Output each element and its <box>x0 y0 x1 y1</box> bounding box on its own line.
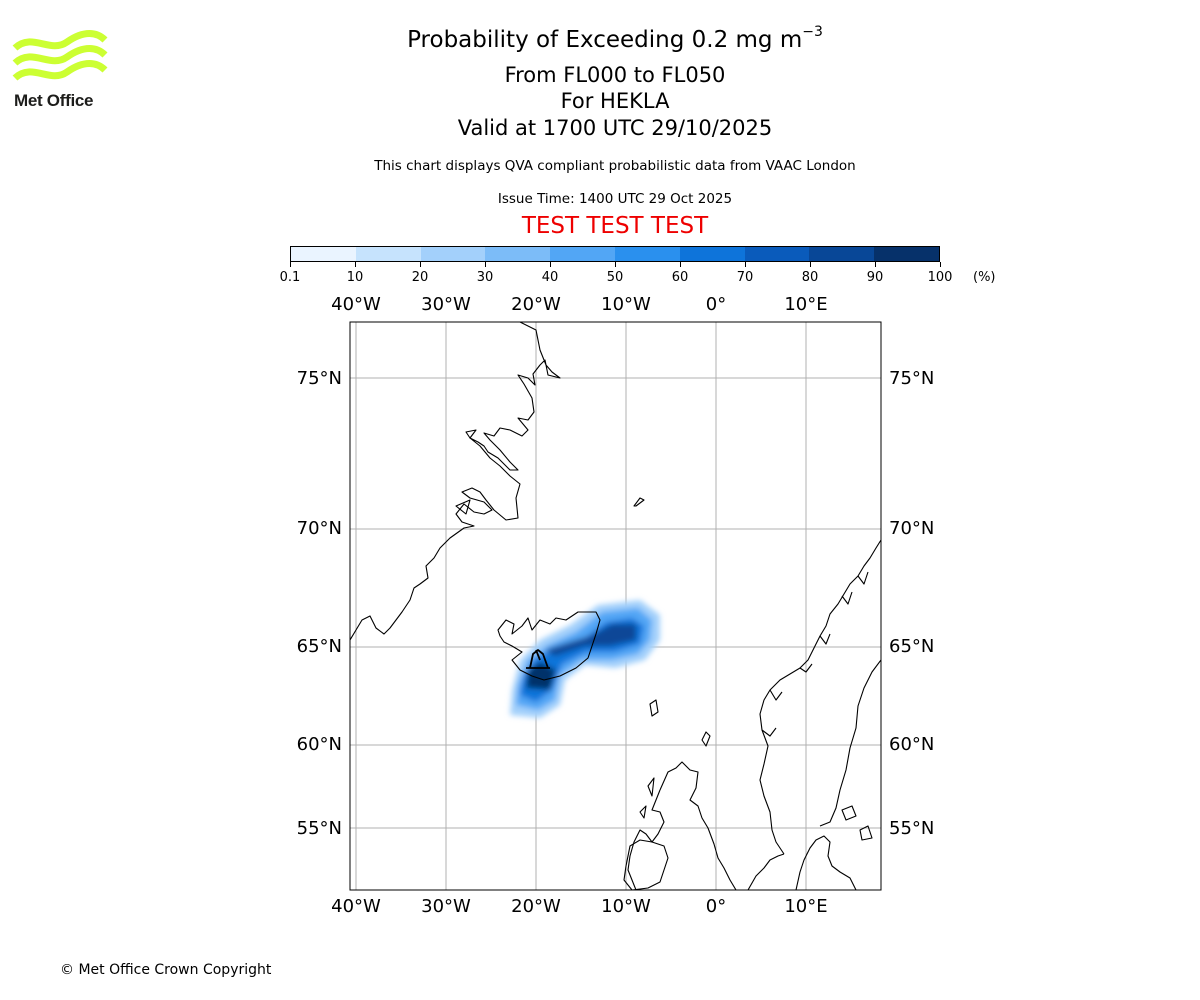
lon-label-top: 20°W <box>511 294 561 315</box>
colorbar-tick-label: 70 <box>736 270 754 285</box>
colorbar-segment <box>485 247 551 261</box>
lat-label-left: 65°N <box>297 636 342 657</box>
volcano-name: For HEKLA <box>560 89 670 113</box>
colorbar-tick-label: 30 <box>476 270 494 285</box>
colorbar-tick <box>744 262 746 267</box>
lat-label-right: 65°N <box>889 636 934 657</box>
coast-iceland <box>497 611 601 681</box>
colorbar-segment <box>874 247 939 261</box>
valid-time: Valid at 1700 UTC 29/10/2025 <box>457 116 773 140</box>
lon-label-bottom: 20°W <box>511 896 561 917</box>
colorbar-tick <box>614 262 616 267</box>
colorbar-segment <box>809 247 875 261</box>
ash-probability-plume <box>510 600 660 718</box>
coast-hebrides <box>639 777 655 819</box>
lat-label-right: 70°N <box>889 518 934 539</box>
colorbar-tick-label: 0.1 <box>279 270 301 285</box>
lat-labels-right: 75°N 70°N 65°N 60°N 55°N <box>889 368 934 839</box>
colorbar-tick <box>939 262 941 267</box>
lon-label-bottom: 30°W <box>421 896 471 917</box>
colorbar-tick <box>679 262 681 267</box>
colorbar-tick <box>809 262 811 267</box>
lat-label-left: 60°N <box>297 734 342 755</box>
lon-label-top: 40°W <box>331 294 381 315</box>
coast-jan-mayen <box>633 497 645 507</box>
colorbar-segment <box>355 247 421 261</box>
lon-labels-top: 40°W 30°W 20°W 10°W 0° 10°E <box>331 294 827 315</box>
colorbar-tick-label: 100 <box>927 270 953 285</box>
lon-label-top: 10°E <box>784 294 827 315</box>
colorbar-tick <box>354 262 356 267</box>
colorbar-tick-label: 20 <box>411 270 429 285</box>
colorbar-segment <box>550 247 615 261</box>
colorbar-tick <box>289 262 291 267</box>
lon-label-top: 0° <box>706 294 726 315</box>
lon-label-bottom: 0° <box>706 896 726 917</box>
lon-labels-bottom: 40°W 30°W 20°W 10°W 0° 10°E <box>331 896 827 917</box>
colorbar-tick-label: 10 <box>346 270 364 285</box>
chart-title-exponent: −3 <box>802 24 823 40</box>
coast-netherlands <box>747 853 785 890</box>
colorbar-tick-label: 60 <box>671 270 689 285</box>
lat-label-left: 70°N <box>297 518 342 539</box>
colorbar-unit: (%) <box>973 270 996 285</box>
hekla-marker <box>526 649 550 669</box>
lon-label-bottom: 10°W <box>601 896 651 917</box>
coast-shetland <box>701 731 711 747</box>
colorbar-segment <box>614 247 680 261</box>
lat-label-right: 60°N <box>889 734 934 755</box>
colorbar-tick <box>874 262 876 267</box>
coast-norway-fjords <box>761 571 869 737</box>
colorbar-tick <box>419 262 421 267</box>
logo-text: Met Office <box>14 91 94 110</box>
coast-norway <box>759 539 881 855</box>
test-banner: TEST TEST TEST <box>521 213 709 239</box>
map-frame <box>349 321 882 891</box>
flight-levels: From FL000 to FL050 <box>504 63 726 87</box>
issue-time: Issue Time: 1400 UTC 29 Oct 2025 <box>497 191 733 207</box>
lon-label-top: 10°W <box>601 294 651 315</box>
lon-label-bottom: 10°E <box>784 896 827 917</box>
coast-faroe <box>649 699 659 717</box>
colorbar-segment <box>679 247 745 261</box>
coast-denmark <box>795 835 857 890</box>
coast-greenland <box>350 322 561 641</box>
coast-ireland <box>623 839 669 890</box>
colorbar-tick <box>484 262 486 267</box>
colorbar-tick-label: 40 <box>541 270 559 285</box>
coastlines <box>350 322 881 890</box>
coast-greenland-east-islands <box>455 429 477 515</box>
colorbar-tick-label: 50 <box>606 270 624 285</box>
coast-scotland <box>659 761 737 890</box>
lat-labels-left: 75°N 70°N 65°N 60°N 55°N <box>297 368 342 839</box>
colorbar-segment <box>744 247 810 261</box>
coast-scotland-west <box>627 789 665 890</box>
colorbar-segment <box>291 247 356 261</box>
colorbar <box>290 246 940 262</box>
chart-description: This chart displays QVA compliant probab… <box>374 158 856 174</box>
colorbar-segment <box>420 247 486 261</box>
colorbar-tick-label: 90 <box>866 270 884 285</box>
lat-label-right: 55°N <box>889 818 934 839</box>
lat-label-left: 55°N <box>297 818 342 839</box>
met-office-logo-icon <box>12 30 108 81</box>
lat-label-left: 75°N <box>297 368 342 389</box>
coast-sweden <box>819 659 881 827</box>
lon-label-bottom: 40°W <box>331 896 381 917</box>
copyright-notice: © Met Office Crown Copyright <box>60 962 272 978</box>
lon-label-top: 30°W <box>421 294 471 315</box>
lat-label-right: 75°N <box>889 368 934 389</box>
chart-title-text: Probability of Exceeding 0.2 mg m <box>407 27 803 53</box>
chart-title: Probability of Exceeding 0.2 mg m−3 <box>365 24 865 53</box>
colorbar-tick <box>549 262 551 267</box>
colorbar-tick-label: 80 <box>801 270 819 285</box>
coast-jutland-islands <box>841 805 873 841</box>
